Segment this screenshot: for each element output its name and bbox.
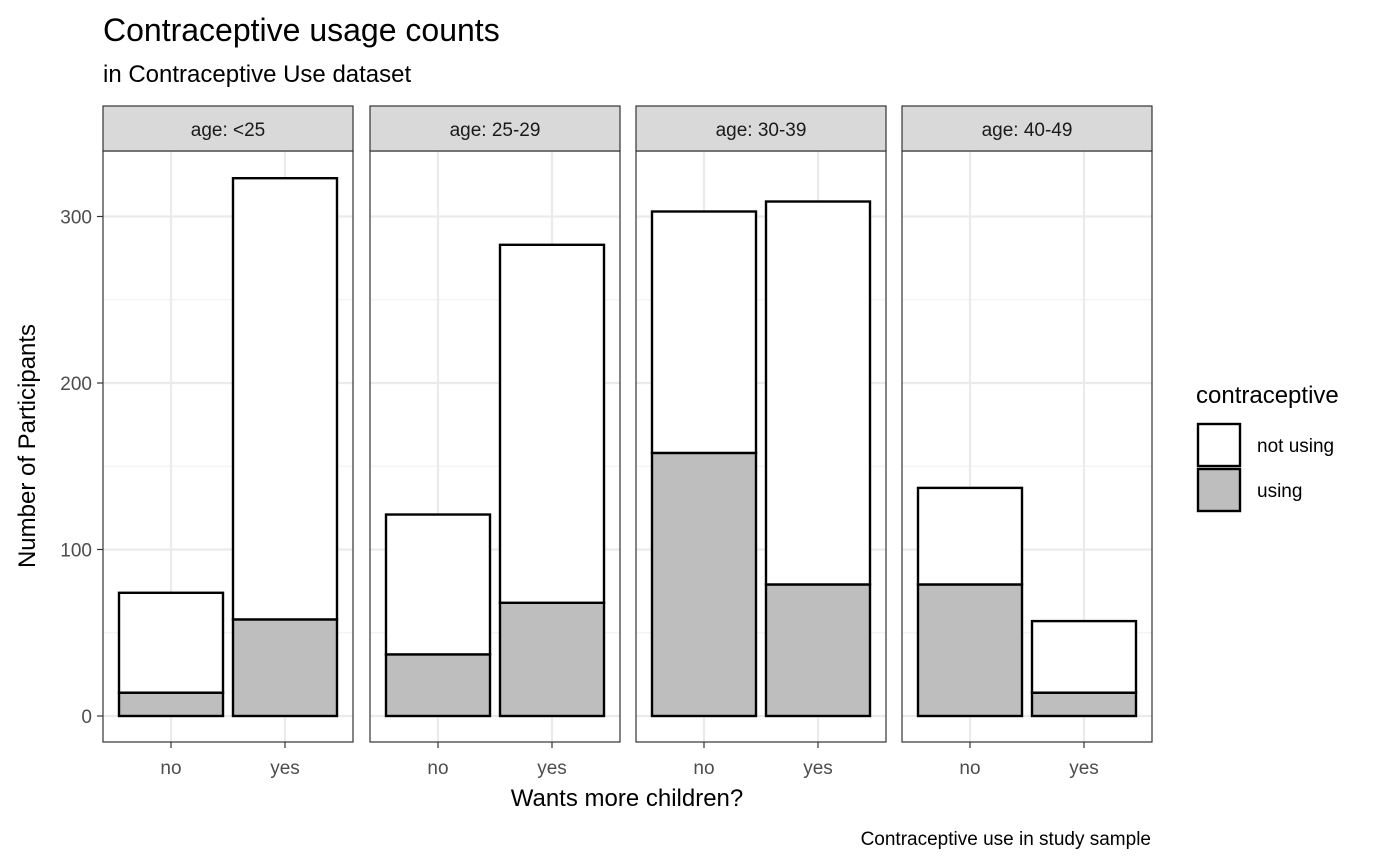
y-axis: 0 100 200 300 [60, 208, 103, 728]
facet-strip-label: age: <25 [191, 120, 266, 141]
bar-segment [231, 177, 339, 621]
facet-strip-label: age: 40-49 [982, 120, 1073, 141]
bar-segment [1030, 619, 1138, 694]
facet-panel: age: <25 no yes [102, 105, 354, 779]
legend: contraceptive not using using [1196, 382, 1339, 513]
bar-segment [916, 486, 1024, 586]
x-tick-label: yes [1069, 758, 1099, 779]
legend-label: not using [1257, 436, 1334, 457]
bar-segment [384, 513, 492, 656]
facet-strip [901, 105, 1153, 152]
bar-segment [117, 591, 225, 694]
bar-segment [231, 618, 339, 718]
x-tick-label: no [427, 758, 448, 779]
legend-swatch [1196, 422, 1242, 468]
bar-segment [650, 451, 758, 718]
facet-strip-label: age: 30-39 [716, 120, 807, 141]
legend-label: using [1257, 481, 1302, 502]
chart-title: Contraceptive usage counts [103, 12, 500, 48]
bar-segment [764, 200, 872, 586]
bar-segment [916, 583, 1024, 718]
bar-segment [1030, 691, 1138, 718]
facet-strip [369, 105, 621, 152]
bar-segment [498, 243, 606, 604]
facet-strip [635, 105, 887, 152]
facet-panel: age: 30-39 no yes [635, 105, 887, 779]
y-tick-label: 200 [60, 374, 92, 395]
bar-segment [650, 210, 758, 455]
facet-strip [102, 105, 354, 152]
legend-swatch [1196, 467, 1242, 513]
facet-panels: age: <25 no yes age: 25-29 no yes age: 30-39 no… [102, 105, 1153, 779]
x-tick-label: no [693, 758, 714, 779]
facet-panel: age: 25-29 no yes [369, 105, 621, 779]
facet-strip-label: age: 25-29 [450, 120, 541, 141]
bar-segment [384, 653, 492, 718]
x-tick-label: yes [537, 758, 567, 779]
bar-segment [117, 691, 225, 718]
facet-panel: age: 40-49 no yes [901, 105, 1153, 779]
x-axis-title: Wants more children? [511, 785, 744, 812]
legend-title: contraceptive [1196, 382, 1339, 409]
x-tick-label: no [160, 758, 181, 779]
y-tick-label: 100 [60, 541, 92, 562]
x-tick-label: no [959, 758, 980, 779]
chart-caption: Contraceptive use in study sample [861, 829, 1151, 850]
chart-subtitle: in Contraceptive Use dataset [103, 61, 412, 88]
y-tick-label: 300 [60, 208, 92, 229]
bar-segment [498, 601, 606, 718]
x-tick-label: yes [803, 758, 833, 779]
x-tick-label: yes [270, 758, 300, 779]
y-axis-title: Number of Participants [14, 324, 41, 568]
y-tick-label: 0 [81, 707, 92, 728]
bar-segment [764, 583, 872, 718]
